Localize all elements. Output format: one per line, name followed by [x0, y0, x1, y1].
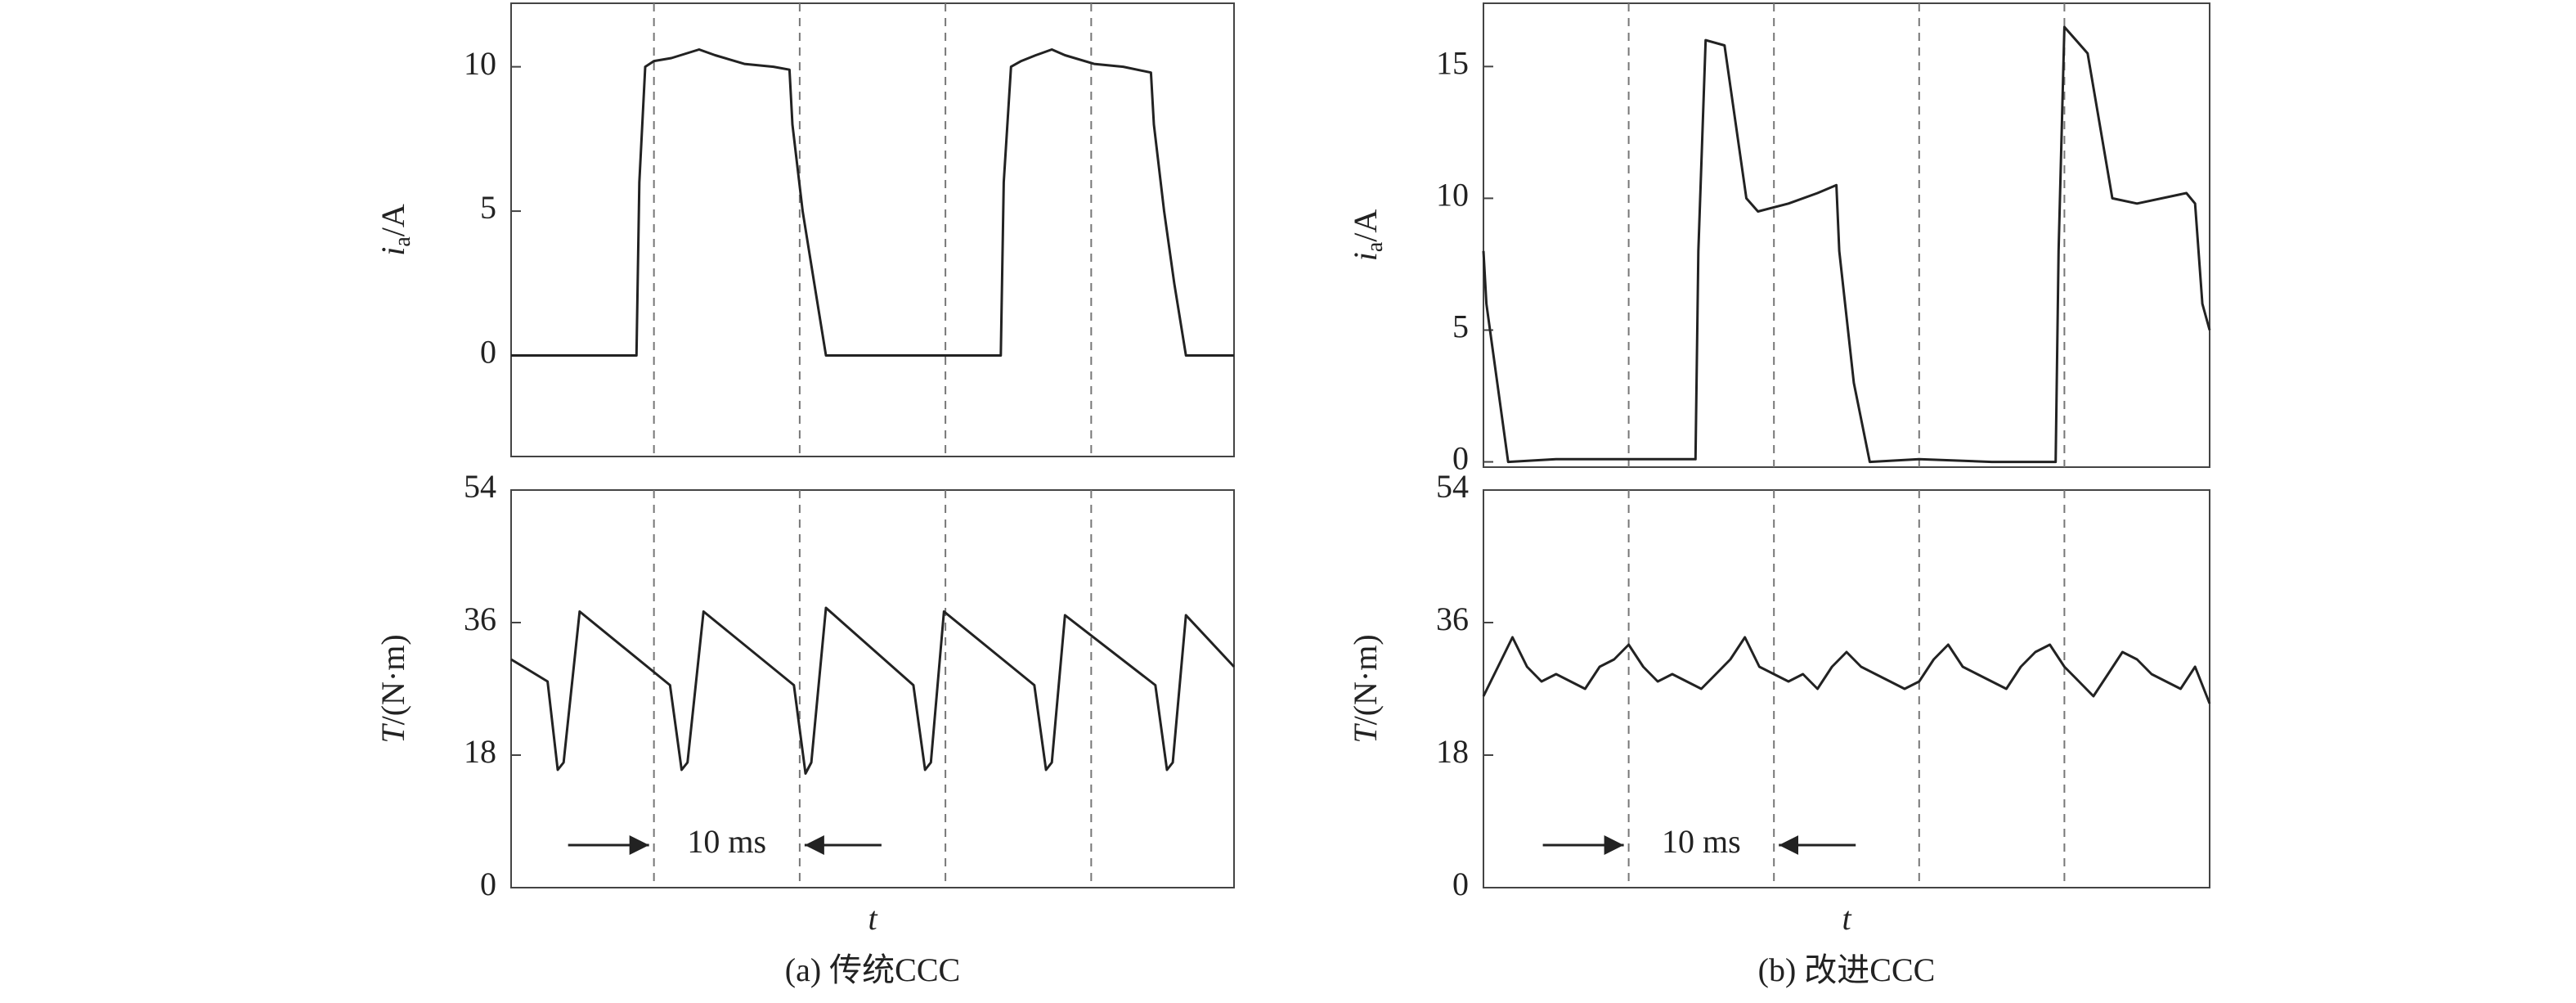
- y-tick-label: 0: [1452, 440, 1469, 477]
- y-tick-label: 5: [480, 189, 496, 226]
- y-label-unit: /A: [375, 204, 411, 236]
- annotation: 10 ms: [1662, 823, 1741, 860]
- y-label-sub: a: [1362, 241, 1388, 252]
- y-label-var: T: [1347, 723, 1384, 744]
- caption: (a) 传统CCC: [785, 951, 960, 988]
- y-axis-label: T/(N·m): [375, 634, 411, 743]
- x-axis-label: t: [1842, 900, 1851, 937]
- plot-frame: [510, 2, 1235, 457]
- y-tick-label: 0: [1452, 866, 1469, 902]
- y-tick-label: 10: [464, 45, 496, 82]
- y-axis-label: ia/A: [375, 204, 415, 256]
- y-tick-label: 18: [1436, 733, 1469, 770]
- y-label-var: i: [375, 247, 411, 256]
- y-tick-label: 0: [480, 334, 496, 371]
- annotation: 10 ms: [687, 823, 766, 860]
- y-axis-label: T/(N·m): [1347, 634, 1384, 743]
- plot-frame: [510, 489, 1235, 888]
- plot-frame: [1483, 489, 2210, 888]
- y-tick-label: 36: [1436, 600, 1469, 637]
- y-label-unit: /A: [1347, 209, 1384, 242]
- y-tick-label: 18: [464, 733, 496, 770]
- y-label-unit: /(N·m): [375, 634, 411, 725]
- signal-line: [510, 606, 1236, 775]
- y-label-sub: a: [390, 236, 415, 247]
- y-tick-label: 54: [464, 468, 496, 505]
- caption: (b) 改进CCC: [1758, 951, 1936, 988]
- y-label-var: i: [1347, 252, 1384, 261]
- y-tick-label: 15: [1436, 44, 1469, 81]
- signal-line: [1482, 25, 2211, 464]
- plot-frame: [1483, 2, 2210, 468]
- y-tick-label: 5: [1452, 308, 1469, 345]
- y-axis-label: ia/A: [1347, 209, 1388, 262]
- signal-line: [511, 48, 1234, 357]
- y-tick-label: 0: [480, 866, 496, 902]
- y-tick-label: 54: [1436, 468, 1469, 505]
- signal-line: [1482, 636, 2211, 704]
- y-tick-label: 10: [1436, 177, 1469, 214]
- y-tick-label: 36: [464, 600, 496, 637]
- x-axis-label: t: [868, 900, 877, 937]
- y-label-unit: /(N·m): [1347, 634, 1384, 725]
- y-label-var: T: [375, 723, 411, 744]
